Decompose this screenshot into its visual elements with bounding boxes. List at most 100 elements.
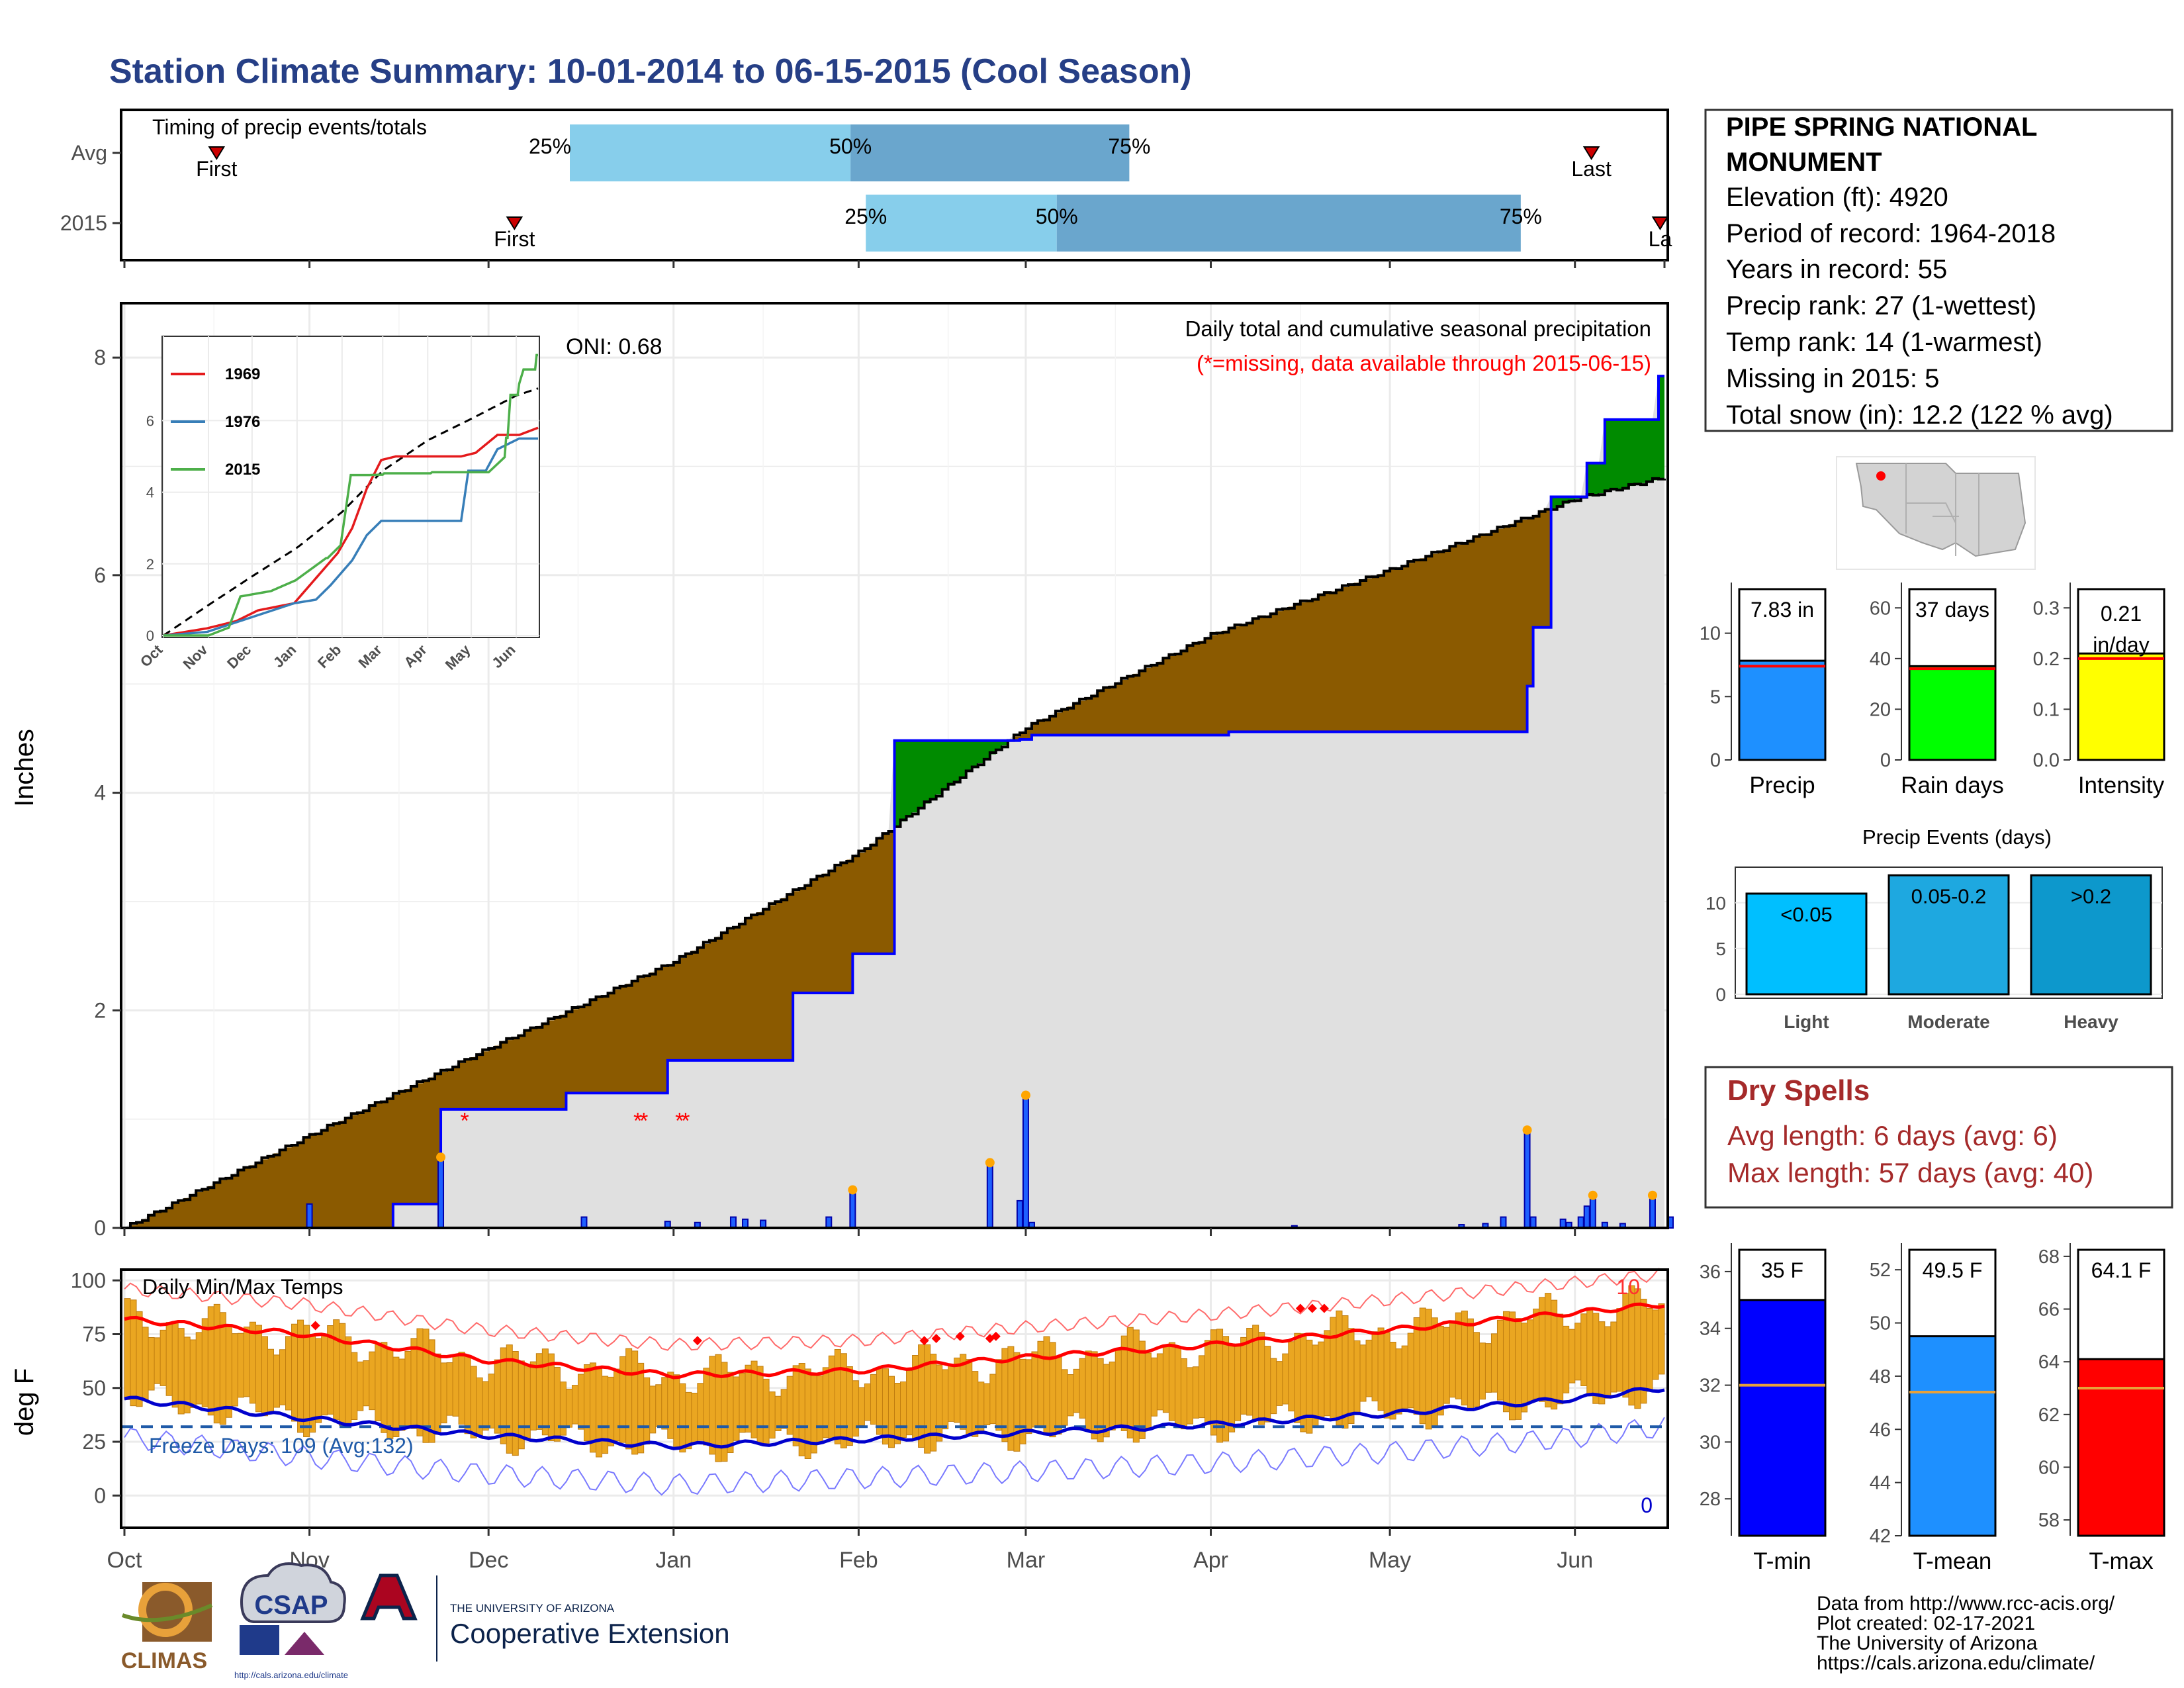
daily-precip-bar [1583,1205,1590,1229]
events-bar-label: <0.05 [1780,903,1832,926]
timing-row-label-2015: 2015 [60,211,107,235]
inset-ytick-label: 2 [146,556,154,573]
events-bar [1888,874,2010,996]
station-elevation: Elevation (ft): 4920 [1726,183,1948,212]
summary-ytick-label: 68 [2038,1246,2060,1268]
summary-ytick-label: 60 [1870,598,1891,619]
climas-logo-text: CLIMAS [121,1648,207,1673]
summary-ytick-label: 0.3 [2033,598,2060,619]
daily-precip-bar [986,1162,993,1229]
timing-q50-q75-bar [850,124,1130,181]
summary-value-label: 0.21 [2101,602,2142,626]
summary-bar [1738,1299,1827,1537]
summary-ytick-label: 30 [1700,1432,1721,1453]
missing-marker: * [633,1109,642,1134]
timing-q25-q50-bar [570,124,851,181]
daily-precip-bar [729,1216,737,1229]
temp-summary-bars: 28 30 32 34 36 35 F T-min 42 44 46 48 50 52 49.5 F T-m… [1700,1243,2165,1574]
missing-note: (*=missing, data available through 2015-… [1197,351,1651,375]
csap-logo-text: CSAP [254,1591,328,1620]
daily-precip-bar [437,1156,445,1229]
timing-first-label: First [196,157,237,181]
temp-ytick-label: 25 [82,1430,106,1454]
summary-category-label: Rain days [1901,773,2004,798]
summary-ytick-label: 32 [1700,1376,1721,1397]
precip-deficit-area [130,510,1551,1228]
record-high-marker [1295,1303,1305,1313]
timing-last-label: Last [1571,157,1612,181]
record-high-marker [692,1336,702,1346]
daily-precip-bar [1577,1216,1584,1229]
summary-ytick-label: 0.1 [2033,699,2060,720]
summary-bar [2077,652,2165,761]
station-temp-rank: Temp rank: 14 (1-warmest) [1726,328,2042,357]
station-info-box: PIPE SPRING NATIONAL MONUMENT Elevation … [1704,109,2173,432]
summary-ytick-label: 36 [1700,1262,1721,1283]
station-missing: Missing in 2015: 5 [1726,364,1939,393]
dry-spells-avg: Avg length: 6 days (avg: 6) [1727,1120,2058,1151]
summary-ytick-label: 5 [1710,686,1721,708]
timing-first-marker [506,216,523,230]
max-record-count: 10 [1616,1275,1640,1299]
month-label: Dec [469,1548,508,1573]
precip-events-chart: Precip Events (days) 0 5 10 <0.05 Light 0.05-… [1706,825,2163,1032]
csap-logo: CSAP http://cals.arizona.edu/climate [234,1562,348,1680]
station-snow: Total snow (in): 12.2 (122 % avg) [1726,400,2113,430]
daily-precip-bar [580,1216,588,1229]
events-ytick-label: 0 [1715,984,1726,1005]
events-bar-label: 0.05-0.2 [1911,884,1987,908]
station-precip-rank: Precip rank: 27 (1-wettest) [1726,291,2036,320]
month-label: Apr [1193,1548,1228,1573]
temp-ytick-label: 75 [82,1323,106,1346]
summary-value-label: 64.1 F [2091,1258,2152,1282]
summary-ytick-label: 0.0 [2033,750,2060,771]
summary-ytick-label: 58 [2038,1510,2060,1531]
summary-bar [2077,1358,2165,1537]
summary-category-label: Precip [1749,773,1815,798]
inset-series-line [163,426,539,637]
snow-marker [1021,1090,1030,1100]
timing-q75-label: 75% [1500,205,1542,228]
summary-ytick-label: 48 [1870,1366,1891,1387]
events-category-label: Heavy [2064,1011,2118,1032]
missing-marker: * [639,1109,648,1134]
climas-logo: CLIMAS [121,1582,213,1673]
summary-ytick-label: 34 [1700,1319,1721,1340]
ua-logo: THE UNIVERSITY OF ARIZONA Cooperative Ex… [360,1573,730,1662]
timing-first-label: First [494,227,535,251]
inset-legend-label: 1969 [225,365,260,383]
temp-ytick-label: 50 [82,1376,106,1400]
events-bar [1745,892,1868,996]
timing-title: Timing of precip events/totals [152,115,427,139]
record-high-marker [919,1336,929,1346]
timing-last-marker [1582,146,1600,160]
summary-ytick-label: 64 [2038,1352,2060,1373]
month-label: Jun [1557,1548,1593,1573]
summary-ytick-label: 10 [1700,624,1721,645]
dry-spells-box: Dry Spells Avg length: 6 days (avg: 6) M… [1704,1066,2173,1209]
ua-line1: THE UNIVERSITY OF ARIZONA [450,1602,615,1615]
precip-ytick-label: 2 [94,998,106,1022]
snow-marker [436,1152,446,1162]
avg-min-line [124,1387,1665,1450]
timing-last-label: La [1649,227,1672,251]
footer-data-source: Data from http://www.rcc-acis.org/ [1817,1593,2115,1615]
timing-q50-label: 50% [829,134,872,158]
daily-precip-bar [1016,1199,1023,1229]
daily-precip-bar [306,1203,313,1229]
month-label: Feb [839,1548,878,1573]
min-record-count: 0 [1641,1493,1653,1517]
daily-precip-bar [1649,1194,1656,1229]
record-high-marker [1307,1303,1317,1313]
dry-spells-max: Max length: 57 days (avg: 40) [1727,1157,2093,1188]
summary-ytick-label: 62 [2038,1405,2060,1426]
footer-university: The University of Arizona [1817,1632,2038,1654]
inset-ytick-label: 6 [146,412,154,429]
station-years: Years in record: 55 [1726,255,1947,284]
record-min-line [124,1417,1665,1496]
summary-ytick-label: 0 [1710,750,1721,771]
summary-ytick-label: 66 [2038,1299,2060,1321]
daily-precip-bar [849,1189,856,1229]
